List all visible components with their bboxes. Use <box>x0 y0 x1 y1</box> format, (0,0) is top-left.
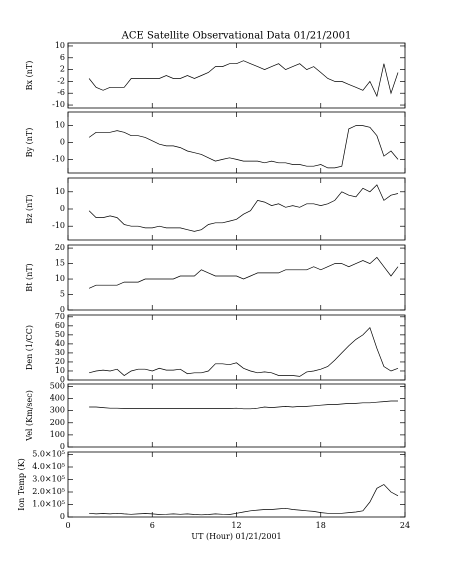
panel-frame <box>67 383 406 448</box>
x-axis-label: UT (Hour) 01/21/2001 <box>191 532 281 541</box>
y-tick-label: -10 <box>52 221 65 230</box>
y-tick-label: 0 <box>60 204 65 213</box>
y-axis-label: Vel (Km/sec) <box>25 390 34 442</box>
x-tick-label: 18 <box>316 521 326 530</box>
y-tick-label: 4.0×10⁵ <box>32 462 65 471</box>
y-tick-label: 40 <box>55 339 65 348</box>
x-tick-label: 24 <box>400 521 410 530</box>
x-tick-label: 0 <box>65 521 70 530</box>
y-tick-label: 20 <box>55 243 65 252</box>
y-tick-label: 1.0×10⁵ <box>32 500 65 509</box>
y-tick-label: 20 <box>55 357 65 366</box>
y-tick-label: 0 <box>60 138 65 147</box>
panel-frame <box>67 177 406 241</box>
y-tick-label: 5 <box>60 290 65 299</box>
data-line <box>88 184 399 232</box>
y-tick-label: 50 <box>55 330 65 339</box>
y-tick-label: 400 <box>50 394 65 403</box>
y-tick-label: 0 <box>60 512 65 521</box>
data-line <box>88 125 399 169</box>
y-tick-label: 5.0×10⁵ <box>32 450 65 459</box>
y-tick-label: 2.0×10⁵ <box>32 487 65 496</box>
panel-frame <box>67 111 406 174</box>
data-line <box>89 326 399 377</box>
y-tick-label: 0 <box>60 375 65 384</box>
x-tick-label: 6 <box>150 521 155 530</box>
y-tick-label: 10 <box>55 187 65 196</box>
y-axis-label: Bx (nT) <box>25 61 34 91</box>
y-axis-label: Bz (nT) <box>25 194 34 223</box>
y-tick-label: 100 <box>50 430 65 439</box>
y-tick-label: 60 <box>55 321 65 330</box>
data-line <box>88 256 399 289</box>
y-tick-label: 200 <box>50 418 65 427</box>
y-tick-label: 6 <box>60 53 65 62</box>
y-tick-label: -10 <box>52 100 65 109</box>
y-axis-label: By (nT) <box>25 128 34 158</box>
y-tick-label: -2 <box>57 76 65 85</box>
y-tick-label: 10 <box>55 41 65 50</box>
panel-frame <box>67 244 406 311</box>
y-tick-label: 70 <box>55 312 65 321</box>
panel-frame <box>67 42 406 109</box>
y-tick-label: 3.0×10⁵ <box>32 475 65 484</box>
x-tick-label: 12 <box>231 521 241 530</box>
data-line <box>88 60 399 98</box>
chart-title: ACE Satellite Observational Data 01/21/2… <box>121 31 352 42</box>
y-tick-label: 2 <box>60 65 65 74</box>
panel-frame <box>67 451 406 518</box>
y-tick-label: 10 <box>55 366 65 375</box>
y-tick-label: 15 <box>55 259 65 268</box>
y-tick-label: 10 <box>55 274 65 283</box>
data-line <box>89 400 398 410</box>
y-tick-label: 0 <box>60 305 65 314</box>
y-tick-label: 500 <box>50 381 65 390</box>
y-axis-label: Bt (nT) <box>25 263 34 291</box>
y-tick-label: 10 <box>55 121 65 130</box>
y-axis-label: Den (1/CC) <box>25 325 34 370</box>
y-tick-label: 300 <box>50 406 65 415</box>
y-tick-label: -6 <box>57 88 65 97</box>
data-line <box>89 484 399 516</box>
y-axis-label: Ion Temp (K) <box>17 458 26 511</box>
y-tick-label: 0 <box>60 442 65 451</box>
y-tick-label: 30 <box>55 348 65 357</box>
y-tick-label: -10 <box>52 154 65 163</box>
